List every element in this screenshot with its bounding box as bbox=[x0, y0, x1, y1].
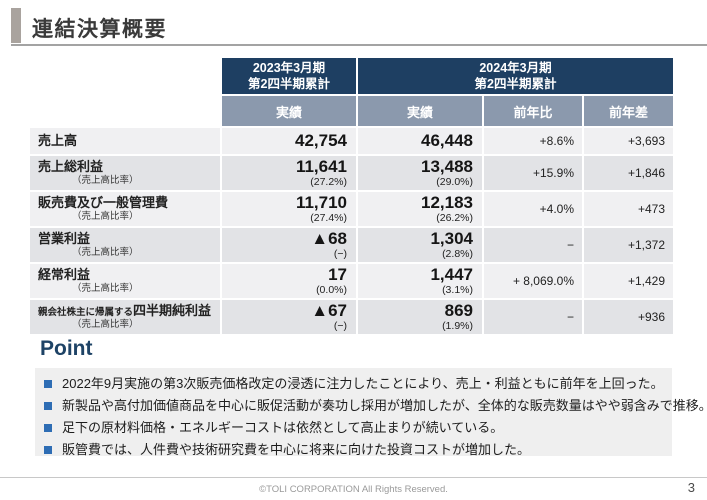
point-bullet-4: 販管費では、人件費や技術研究費を中心に将来に向けた投資コストが増加した。 bbox=[44, 441, 662, 463]
gross-profit-yoy-diff: +1,846 bbox=[584, 156, 673, 190]
gross-profit-2024: 13,488 (29.0%) bbox=[358, 156, 482, 190]
gross-profit-2023: 11,641 (27.2%) bbox=[222, 156, 356, 190]
point-bullet-1: 2022年9月実施の第3次販売価格改定の浸透に注力したことにより、売上・利益とも… bbox=[44, 375, 664, 397]
sga-2024: 12,183 (26.2%) bbox=[358, 192, 482, 226]
point-bullet-3: 足下の原材料価格・エネルギーコストは依然として高止まりが続いている。 bbox=[44, 419, 662, 441]
sga-yoy-diff: +473 bbox=[584, 192, 673, 226]
net-income-yoy-diff: +936 bbox=[584, 300, 673, 334]
net-income-label-prefix: 親会社株主に帰属する bbox=[38, 306, 134, 318]
row-ordinary-income-label: 経常利益 （売上高比率） bbox=[30, 264, 220, 298]
net-income-2024: 869 (1.9%) bbox=[358, 300, 482, 334]
net-sales-2023: 42,754 bbox=[222, 128, 356, 154]
ordinary-income-yoy-diff: +1,429 bbox=[584, 264, 673, 298]
point-box: 2022年9月実施の第3次販売価格改定の浸透に注力したことにより、売上・利益とも… bbox=[35, 368, 707, 457]
footer-divider bbox=[0, 477, 707, 478]
ordinary-income-2023: 17 (0.0%) bbox=[222, 264, 356, 298]
row-net-income-label: 親会社株主に帰属する四半期純利益 （売上高比率） bbox=[30, 300, 220, 334]
operating-income-2024: 1,304 (2.8%) bbox=[358, 228, 482, 262]
ordinary-income-2024: 1,447 (3.1%) bbox=[358, 264, 482, 298]
results-table: 2023年3月期 第2四半期累計 2024年3月期 第2四半期累計 実績 実績 … bbox=[30, 58, 673, 334]
operating-income-yoy-pct: − bbox=[484, 228, 582, 262]
net-income-yoy-pct: − bbox=[484, 300, 582, 334]
col-header-fy2024-line1: 2024年3月期 bbox=[479, 60, 552, 75]
col-header-fy2024: 2024年3月期 第2四半期累計 bbox=[358, 58, 673, 94]
col-header-fy2023: 2023年3月期 第2四半期累計 bbox=[222, 58, 356, 94]
point-section-title: Point bbox=[40, 337, 93, 360]
row-operating-income-label: 営業利益 （売上高比率） bbox=[30, 228, 220, 262]
operating-income-yoy-diff: +1,372 bbox=[584, 228, 673, 262]
table-corner-blank bbox=[30, 58, 220, 126]
bullet-square-icon bbox=[44, 380, 52, 388]
net-income-label-main: 四半期純利益 bbox=[133, 302, 212, 318]
subheader-yoy-diff: 前年差 bbox=[584, 96, 673, 126]
col-header-fy2023-line1: 2023年3月期 bbox=[252, 60, 326, 75]
ordinary-income-yoy-pct: + 8,069.0% bbox=[484, 264, 582, 298]
operating-income-2023: ▲68 (−) bbox=[222, 228, 356, 262]
bullet-square-icon bbox=[44, 424, 52, 432]
net-sales-2024: 46,448 bbox=[358, 128, 482, 154]
footer-copyright: ©TOLI CORPORATION All Rights Reserved. bbox=[259, 484, 448, 495]
bullet-square-icon bbox=[44, 446, 52, 454]
title-divider bbox=[11, 44, 707, 46]
subheader-actual-2023: 実績 bbox=[222, 96, 356, 126]
net-income-2023: ▲67 (−) bbox=[222, 300, 356, 334]
row-sga-label: 販売費及び一般管理費 （売上高比率） bbox=[30, 192, 220, 226]
page-number: 3 bbox=[687, 480, 695, 495]
title-accent-bar bbox=[11, 8, 21, 43]
col-header-fy2023-line2: 第2四半期累計 bbox=[248, 77, 330, 91]
point-bullet-2: 新製品や高付加価値商品を中心に販促活動が奏功し採用が増加したが、全体的な販売数量… bbox=[44, 397, 707, 419]
gross-profit-yoy-pct: +15.9% bbox=[484, 156, 582, 190]
page-title: 連結決算概要 bbox=[32, 18, 167, 41]
row-net-sales-label: 売上高 bbox=[30, 128, 220, 154]
net-sales-yoy-diff: +3,693 bbox=[584, 128, 673, 154]
bullet-square-icon bbox=[44, 402, 52, 410]
row-gross-profit-label: 売上総利益 （売上高比率） bbox=[30, 156, 220, 190]
subheader-yoy-pct: 前年比 bbox=[484, 96, 582, 126]
sga-yoy-pct: +4.0% bbox=[484, 192, 582, 226]
sga-2023: 11,710 (27.4%) bbox=[222, 192, 356, 226]
net-sales-yoy-pct: +8.6% bbox=[484, 128, 582, 154]
subheader-actual-2024: 実績 bbox=[358, 96, 482, 126]
col-header-fy2024-line2: 第2四半期累計 bbox=[474, 77, 557, 91]
